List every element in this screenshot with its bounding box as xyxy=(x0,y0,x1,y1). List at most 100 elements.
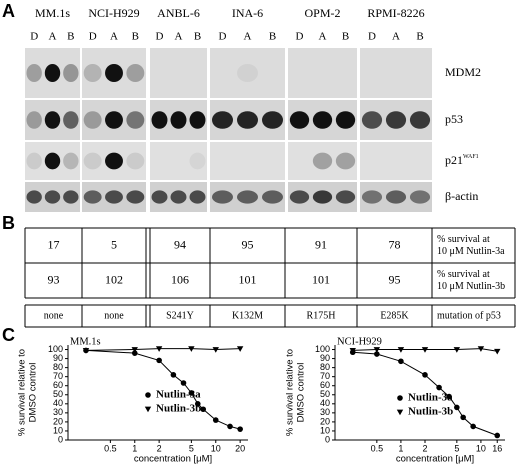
blot-strip xyxy=(150,48,207,98)
mutation: none xyxy=(44,310,64,321)
band xyxy=(385,111,407,129)
y-tick-label: 30 xyxy=(320,407,330,417)
protein-label: p21WAF1 xyxy=(445,153,479,167)
band xyxy=(26,190,42,204)
band xyxy=(83,64,102,82)
y-tick-label: 100 xyxy=(48,344,63,354)
cell-line-label: INA-6 xyxy=(232,6,263,20)
data-point xyxy=(349,348,356,354)
y-tick-label: 60 xyxy=(53,380,63,390)
y-tick-label: 30 xyxy=(53,407,63,417)
y-tick-label: 80 xyxy=(320,362,330,372)
y-tick-label: 20 xyxy=(320,416,330,426)
survival-value: 94 xyxy=(174,237,186,251)
data-point xyxy=(453,347,461,353)
y-tick-label: 40 xyxy=(320,398,330,408)
band xyxy=(105,111,123,129)
band xyxy=(105,64,123,82)
lane-label: A xyxy=(49,31,57,43)
x-tick-label: 2 xyxy=(422,443,427,453)
band xyxy=(44,64,61,82)
band xyxy=(83,190,102,204)
data-point xyxy=(131,347,138,353)
y-tick-label: 70 xyxy=(320,371,330,381)
data-point xyxy=(397,347,405,353)
y-axis-label: % survival relative to xyxy=(285,349,296,436)
lane-label: A xyxy=(392,31,400,43)
mutation: none xyxy=(104,310,124,321)
blot-strip xyxy=(360,142,432,180)
y-tick-label: 70 xyxy=(53,371,63,381)
panel-label: C xyxy=(2,325,15,345)
blot-strip xyxy=(288,142,357,180)
panel-label: A xyxy=(2,1,15,21)
band xyxy=(126,111,145,129)
band xyxy=(126,152,145,170)
band xyxy=(312,111,333,129)
blot-strip xyxy=(150,142,207,180)
data-point xyxy=(155,346,163,352)
blot-strip xyxy=(288,48,357,98)
survival-value: 101 xyxy=(312,272,330,286)
protein-name: MDM2 xyxy=(445,65,481,79)
protein-name: p53 xyxy=(445,112,463,126)
band xyxy=(335,111,356,129)
y-tick-label: 50 xyxy=(320,389,330,399)
x-tick-label: 1 xyxy=(398,443,403,453)
data-point xyxy=(200,406,207,413)
data-point xyxy=(212,417,219,423)
lane-label: B xyxy=(416,31,423,43)
survival-value: 17 xyxy=(48,237,60,251)
survival-value: 101 xyxy=(239,272,257,286)
y-tick-label: 90 xyxy=(53,353,63,363)
band xyxy=(26,152,42,170)
band xyxy=(312,152,333,170)
band xyxy=(63,64,79,82)
x-tick-label: 0.5 xyxy=(371,443,384,453)
band xyxy=(83,111,102,129)
band xyxy=(170,190,187,204)
data-point xyxy=(373,347,381,353)
cell-line-label: ANBL-6 xyxy=(157,6,200,20)
band xyxy=(385,190,407,204)
survival-value: 91 xyxy=(315,237,327,251)
cell-line-label: OPM-2 xyxy=(304,6,340,20)
lane-label: D xyxy=(89,31,97,43)
legend-marker xyxy=(145,392,151,398)
band xyxy=(44,111,61,129)
lane-label: A xyxy=(110,31,118,43)
y-tick-label: 50 xyxy=(53,389,63,399)
data-point xyxy=(82,348,90,354)
data-point xyxy=(194,401,201,407)
lane-label: D xyxy=(368,31,376,43)
y-tick-label: 20 xyxy=(53,416,63,426)
x-tick-label: 10 xyxy=(476,443,486,453)
lane-label: B xyxy=(194,31,201,43)
row-label: mutation of p53 xyxy=(437,310,501,321)
legend-label: Nutlin-3a xyxy=(408,392,453,404)
data-point xyxy=(494,432,501,439)
x-axis-label: concentration [μM] xyxy=(396,454,474,465)
data-point xyxy=(236,346,244,352)
data-point xyxy=(470,423,476,430)
y-axis-label: DMSO control xyxy=(296,363,307,423)
band xyxy=(63,152,79,170)
protein-name: p21 xyxy=(445,153,463,167)
row-label: % survival at xyxy=(437,269,490,280)
data-point xyxy=(188,346,195,352)
lane-label: B xyxy=(132,31,139,43)
band xyxy=(63,111,79,129)
band xyxy=(409,111,431,129)
band xyxy=(312,190,333,204)
y-tick-label: 80 xyxy=(53,362,63,372)
cell-line-label: RPMI-8226 xyxy=(367,6,424,20)
data-point xyxy=(237,426,243,432)
mutation: R175H xyxy=(307,310,336,321)
y-tick-label: 10 xyxy=(320,425,330,435)
band xyxy=(189,152,206,170)
x-tick-label: 2 xyxy=(157,443,162,453)
legend-marker xyxy=(396,409,404,416)
